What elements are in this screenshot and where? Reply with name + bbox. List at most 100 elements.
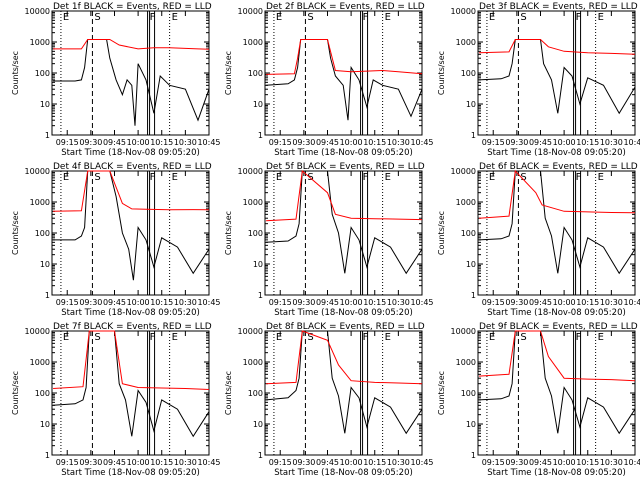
marker-label: E <box>63 12 69 23</box>
x-tick-label: 09:30 <box>292 458 315 467</box>
series-line-events <box>53 330 210 438</box>
y-tick-label: 10 <box>40 260 50 269</box>
marker-label: F <box>363 332 369 343</box>
y-tick-label: 10000 <box>451 327 476 336</box>
x-tick-label: 09:30 <box>292 298 315 307</box>
marker-label: F <box>150 172 156 183</box>
y-tick-label: 10 <box>466 420 476 429</box>
y-tick-label: 1 <box>471 131 476 140</box>
x-tick-label: 10:45 <box>410 458 433 467</box>
x-tick-label: 09:15 <box>56 138 79 147</box>
y-tick-label: 10000 <box>25 167 50 176</box>
y-axis-label: Counts/sec <box>11 51 20 95</box>
x-tick-label: 09:45 <box>103 138 126 147</box>
series-line-lld <box>266 39 423 75</box>
y-axis-label: Counts/sec <box>11 371 20 415</box>
x-axis-label: Start Time (18-Nov-08 09:05:20) <box>274 308 413 318</box>
y-tick-label: 10 <box>253 260 263 269</box>
x-tick-label: 09:15 <box>269 138 292 147</box>
x-tick-label: 10:15 <box>150 458 173 467</box>
y-tick-label: 100 <box>461 69 476 78</box>
y-tick-label: 10 <box>253 100 263 109</box>
marker-label: S <box>307 12 313 23</box>
y-tick-label: 100 <box>248 69 263 78</box>
y-tick-label: 10000 <box>238 7 263 16</box>
y-tick-label: 10 <box>466 260 476 269</box>
plot-frame <box>477 330 636 456</box>
y-axis-label: Counts/sec <box>437 51 446 95</box>
plot-frame <box>264 330 423 456</box>
panel-det-4f: Det 4f BLACK = Events, RED = LLD 1 10 100 10… <box>11 162 221 318</box>
marker-label: E <box>385 332 391 343</box>
x-axis-label: Start Time (18-Nov-08 09:05:20) <box>61 468 200 478</box>
panel-title: Det 6f BLACK = Events, RED = LLD <box>479 162 638 172</box>
x-tick-label: 10:00 <box>553 458 576 467</box>
x-axis-label: Start Time (18-Nov-08 09:05:20) <box>274 468 413 478</box>
marker-label: F <box>576 332 582 343</box>
y-tick-label: 10000 <box>238 167 263 176</box>
y-tick-label: 1 <box>471 291 476 300</box>
marker-label: E <box>63 172 69 183</box>
x-axis-label: Start Time (18-Nov-08 09:05:20) <box>61 308 200 318</box>
x-tick-label: 09:15 <box>269 458 292 467</box>
series-line-events <box>266 170 423 275</box>
x-tick-label: 10:45 <box>623 138 640 147</box>
y-tick-label: 100 <box>35 229 50 238</box>
y-tick-label: 1000 <box>30 38 50 47</box>
marker-label: F <box>363 172 369 183</box>
x-tick-label: 09:30 <box>292 138 315 147</box>
x-tick-label: 10:00 <box>340 298 363 307</box>
x-tick-label: 09:15 <box>482 458 505 467</box>
series-line-lld <box>479 169 636 219</box>
marker-label: E <box>385 172 391 183</box>
x-tick-label: 09:45 <box>316 458 339 467</box>
x-tick-label: 10:45 <box>623 458 640 467</box>
y-axis-label: Counts/sec <box>224 211 233 255</box>
y-tick-label: 1000 <box>243 358 263 367</box>
x-tick-label: 09:15 <box>269 298 292 307</box>
marker-label: S <box>520 332 526 343</box>
series-line-lld <box>53 39 210 50</box>
x-tick-label: 10:45 <box>197 298 220 307</box>
marker-label: E <box>489 172 495 183</box>
x-tick-label: 10:00 <box>127 138 150 147</box>
x-tick-label: 10:00 <box>127 458 150 467</box>
plot-frame <box>51 170 210 296</box>
y-tick-label: 1000 <box>30 358 50 367</box>
x-axis-label: Start Time (18-Nov-08 09:05:20) <box>487 308 626 318</box>
x-tick-label: 10:30 <box>174 138 197 147</box>
marker-label: F <box>150 12 156 23</box>
marker-label: S <box>94 172 100 183</box>
y-tick-label: 10000 <box>451 167 476 176</box>
x-tick-label: 10:45 <box>197 138 220 147</box>
panel-title: Det 3f BLACK = Events, RED = LLD <box>479 2 638 12</box>
marker-label: E <box>598 332 604 343</box>
series-line-lld <box>53 170 210 212</box>
x-tick-label: 09:45 <box>529 138 552 147</box>
plot-frame <box>477 10 636 136</box>
plot-frame <box>51 10 210 136</box>
panel-det-6f: Det 6f BLACK = Events, RED = LLD 1 10 100 10… <box>437 162 640 318</box>
marker-label: E <box>172 12 178 23</box>
y-tick-label: 1 <box>471 451 476 460</box>
marker-label: S <box>94 12 100 23</box>
y-tick-label: 100 <box>248 389 263 398</box>
y-tick-label: 1000 <box>456 38 476 47</box>
marker-label: S <box>94 332 100 343</box>
y-tick-label: 1 <box>258 451 263 460</box>
panel-title: Det 2f BLACK = Events, RED = LLD <box>266 2 425 12</box>
series-line-events <box>479 330 636 435</box>
x-tick-label: 10:15 <box>363 458 386 467</box>
x-tick-label: 10:30 <box>174 458 197 467</box>
series-line-lld <box>266 330 423 385</box>
x-tick-label: 09:15 <box>56 458 79 467</box>
marker-label: E <box>276 332 282 343</box>
marker-label: E <box>276 172 282 183</box>
y-tick-label: 10000 <box>238 327 263 336</box>
panel-det-3f: Det 3f BLACK = Events, RED = LLD 1 10 100 10… <box>437 2 640 158</box>
marker-label: E <box>63 332 69 343</box>
series-line-lld <box>479 330 636 382</box>
y-tick-label: 1 <box>45 291 50 300</box>
x-tick-label: 10:45 <box>410 138 433 147</box>
y-tick-label: 10000 <box>25 7 50 16</box>
